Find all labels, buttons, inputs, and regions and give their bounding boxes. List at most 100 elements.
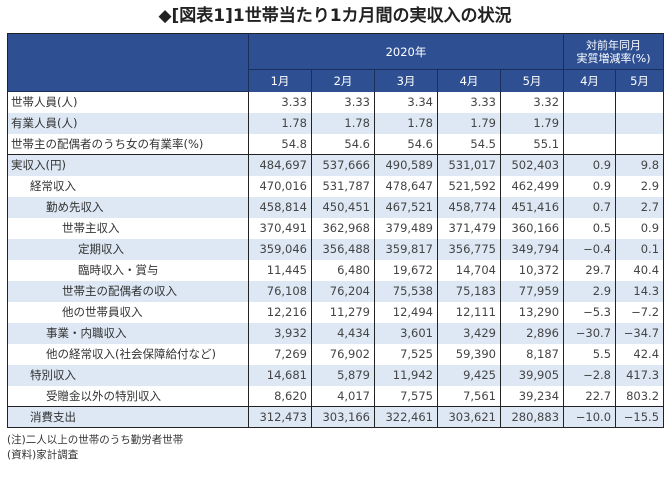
value-cell: 9,425 xyxy=(437,364,501,386)
value-cell: 356,775 xyxy=(437,238,501,260)
value-cell: 59,390 xyxy=(437,343,501,365)
yoy-cell: 22.7 xyxy=(563,385,617,407)
value-cell: 7,269 xyxy=(248,343,312,365)
table-row: 実収入(円) 484,697 537,666 490,589 531,017 502,40… xyxy=(7,154,665,176)
value-cell: 3,932 xyxy=(248,322,312,344)
value-cell: 7,561 xyxy=(437,385,501,407)
header-yoy-line1: 対前年同月 xyxy=(586,38,642,52)
value-cell: 303,166 xyxy=(311,406,375,428)
yoy-cell: 2.9 xyxy=(563,280,617,302)
yoy-cell: 803.2 xyxy=(615,385,665,407)
value-cell: 1.78 xyxy=(311,112,375,134)
row-label: 受贈金以外の特別収入 xyxy=(7,385,249,407)
value-cell: 462,499 xyxy=(500,175,565,197)
value-cell: 4,434 xyxy=(311,322,375,344)
income-table: 2020年 対前年同月 実質増減率(%) 1月 2月 3月 4月 5月 4月 5… xyxy=(7,33,665,428)
value-cell: 12,494 xyxy=(374,301,438,323)
row-label: 臨時収入・賞与 xyxy=(7,259,249,281)
table-row: 世帯主収入 370,491 362,968 379,489 371,479 360,166… xyxy=(7,217,665,239)
value-cell: 537,666 xyxy=(311,154,375,176)
value-cell: 3.33 xyxy=(311,91,375,113)
value-cell: 3.33 xyxy=(248,91,312,113)
value-cell: 11,279 xyxy=(311,301,375,323)
yoy-cell: 2.9 xyxy=(615,175,665,197)
yoy-cell: 0.9 xyxy=(615,217,665,239)
page-title: ◆[図表1]1世帯当たり1カ月間の実収入の状況 xyxy=(158,6,512,26)
header-year-group: 2020年 xyxy=(248,33,565,70)
header-month: 3月 xyxy=(374,69,438,92)
value-cell: 11,942 xyxy=(374,364,438,386)
yoy-cell xyxy=(615,112,665,134)
yoy-cell: 0.7 xyxy=(563,196,617,218)
value-cell: 470,016 xyxy=(248,175,312,197)
value-cell: 12,216 xyxy=(248,301,312,323)
value-cell: 1.79 xyxy=(437,112,501,134)
row-label: 特別収入 xyxy=(7,364,249,386)
value-cell: 8,620 xyxy=(248,385,312,407)
yoy-cell xyxy=(615,91,665,113)
table-row: 経常収入 470,016 531,787 478,647 521,592 462,499 0… xyxy=(7,175,665,197)
value-cell: 379,489 xyxy=(374,217,438,239)
value-cell: 280,883 xyxy=(500,406,565,428)
value-cell: 3.33 xyxy=(437,91,501,113)
table-row: 事業・内職収入 3,932 4,434 3,601 3,429 2,896 −30.7 −34… xyxy=(7,322,665,344)
yoy-cell: 2.7 xyxy=(615,196,665,218)
row-label: 世帯人員(人) xyxy=(7,91,249,113)
value-cell: 2,896 xyxy=(500,322,565,344)
value-cell: 10,372 xyxy=(500,259,565,281)
value-cell: 371,479 xyxy=(437,217,501,239)
value-cell: 7,525 xyxy=(374,343,438,365)
yoy-cell: 417.3 xyxy=(615,364,665,386)
value-cell: 11,445 xyxy=(248,259,312,281)
header-yoy-line2: 実質増減率(%) xyxy=(576,51,651,65)
header-yoy-month: 4月 xyxy=(563,69,617,92)
row-label: 世帯主収入 xyxy=(7,217,249,239)
yoy-cell: 29.7 xyxy=(563,259,617,281)
value-cell: 76,108 xyxy=(248,280,312,302)
row-label: 定期収入 xyxy=(7,238,249,260)
table-row: 消費支出 312,473 303,166 322,461 303,621 280,883−… xyxy=(7,406,665,428)
value-cell: 39,234 xyxy=(500,385,565,407)
table-row: 世帯主の配偶者の収入 76,108 76,204 75,538 75,183 77,959… xyxy=(7,280,665,302)
table-row: 他の世帯員収入 12,216 11,279 12,494 12,111 13,290 −5.… xyxy=(7,301,665,323)
header-yoy-group: 対前年同月 実質増減率(%) xyxy=(563,33,665,70)
value-cell: 3,429 xyxy=(437,322,501,344)
header-month: 4月 xyxy=(437,69,501,92)
value-cell: 322,461 xyxy=(374,406,438,428)
yoy-cell: −5.3 xyxy=(563,301,617,323)
value-cell: 531,017 xyxy=(437,154,501,176)
table-row: 他の経常収入(社会保障給付など) 7,269 76,902 7,525 59,390 8,… xyxy=(7,343,665,365)
value-cell: 531,787 xyxy=(311,175,375,197)
yoy-cell: 5.5 xyxy=(563,343,617,365)
value-cell: 467,521 xyxy=(374,196,438,218)
table-row: 有業人員(人) 1.78 1.78 1.78 1.79 1.79 xyxy=(7,112,665,134)
value-cell: 3.34 xyxy=(374,91,438,113)
value-cell: 54.6 xyxy=(311,133,375,155)
value-cell: 303,621 xyxy=(437,406,501,428)
value-cell: 54.8 xyxy=(248,133,312,155)
value-cell: 349,794 xyxy=(500,238,565,260)
value-cell: 356,488 xyxy=(311,238,375,260)
value-cell: 5,879 xyxy=(311,364,375,386)
yoy-cell: −0.4 xyxy=(563,238,617,260)
header-corner xyxy=(7,33,249,92)
value-cell: 1.78 xyxy=(248,112,312,134)
yoy-cell: 0.1 xyxy=(615,238,665,260)
yoy-cell xyxy=(563,112,617,134)
row-label: 他の経常収入(社会保障給付など) xyxy=(7,343,249,365)
value-cell: 19,672 xyxy=(374,259,438,281)
value-cell: 1.78 xyxy=(374,112,438,134)
yoy-cell: −2.8 xyxy=(563,364,617,386)
yoy-cell: −7.2 xyxy=(615,301,665,323)
header-month: 5月 xyxy=(500,69,565,92)
yoy-cell xyxy=(563,133,617,155)
value-cell: 8,187 xyxy=(500,343,565,365)
value-cell: 7,575 xyxy=(374,385,438,407)
value-cell: 54.5 xyxy=(437,133,501,155)
value-cell: 76,902 xyxy=(311,343,375,365)
yoy-cell: 0.9 xyxy=(563,175,617,197)
value-cell: 502,403 xyxy=(500,154,565,176)
yoy-cell: −10.0 xyxy=(563,406,617,428)
value-cell: 54.6 xyxy=(374,133,438,155)
row-label: 他の世帯員収入 xyxy=(7,301,249,323)
